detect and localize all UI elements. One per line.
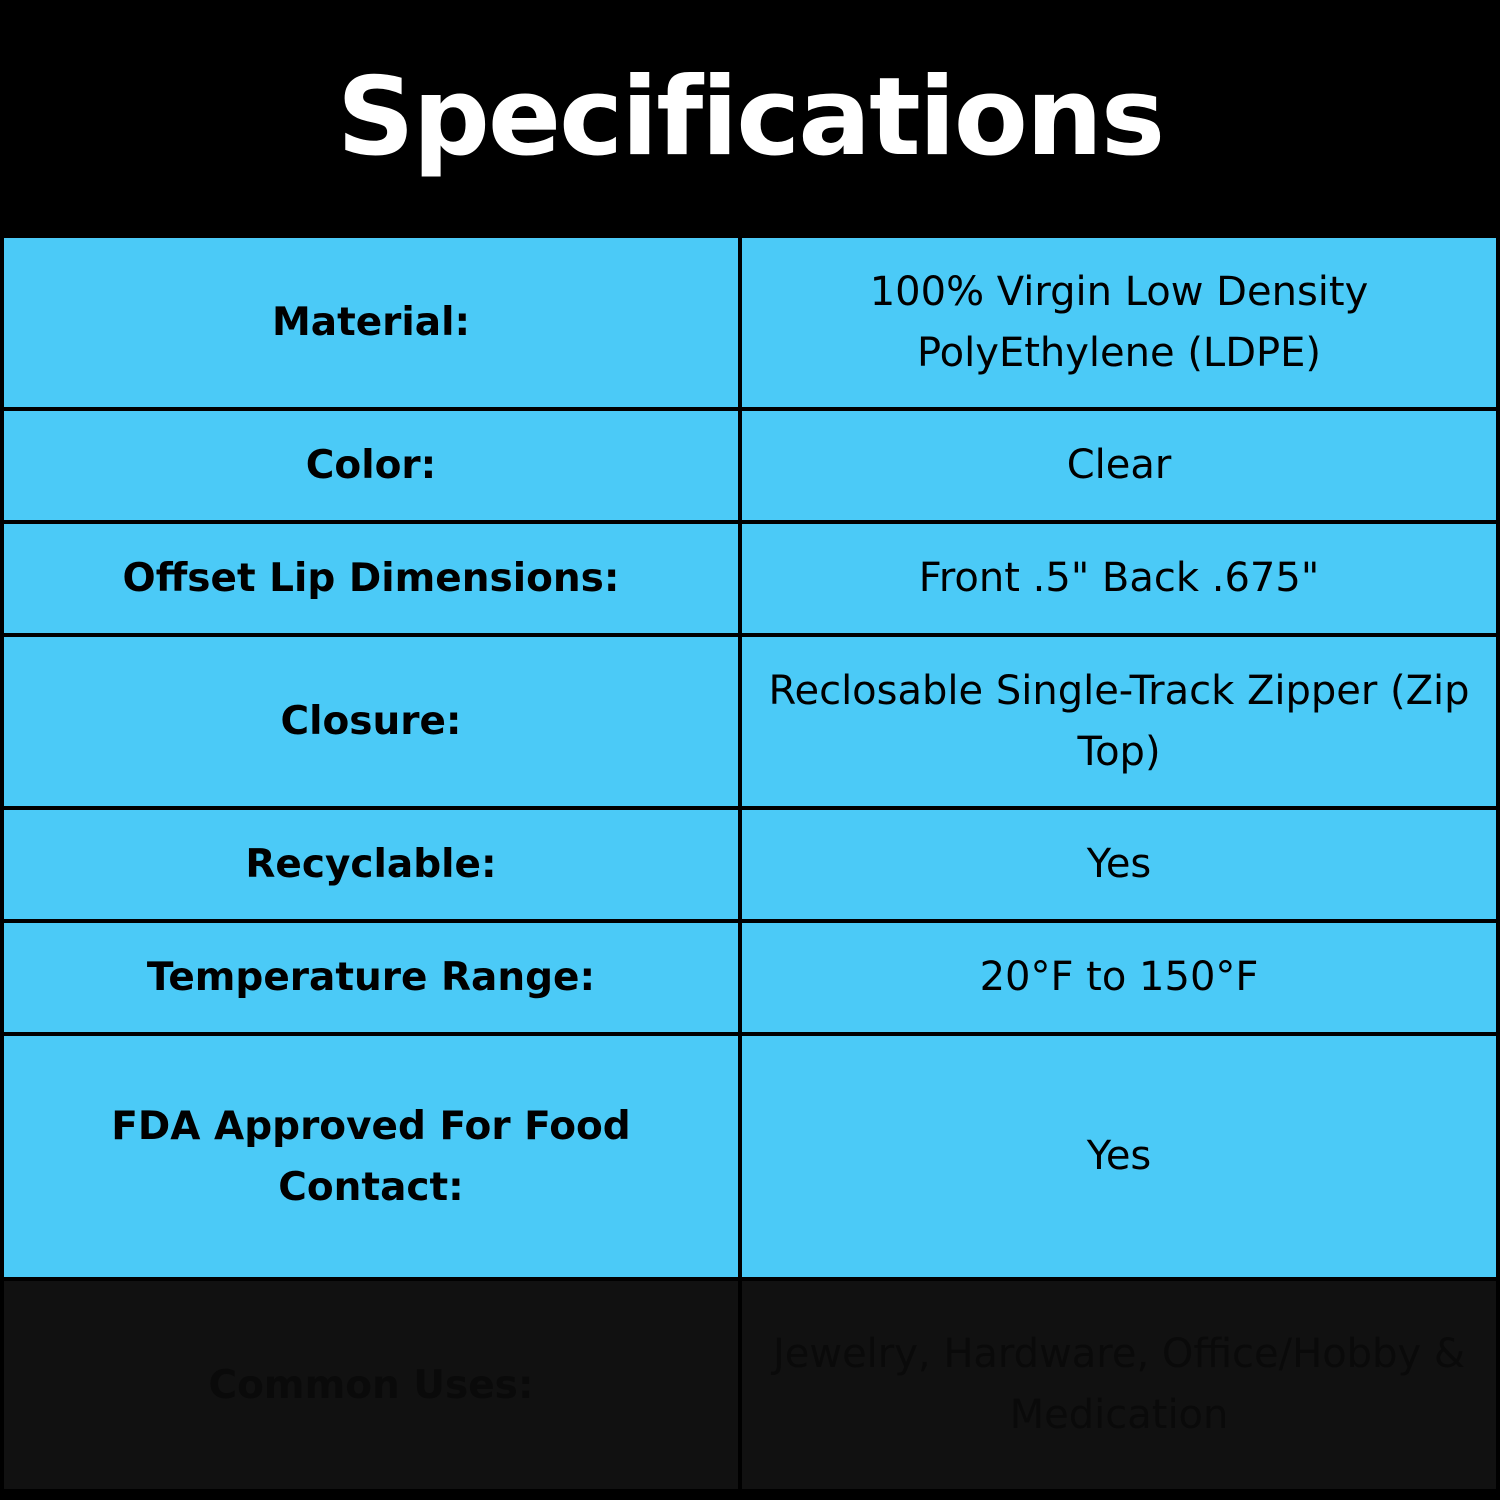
spec-value: Reclosable Single-Track Zipper (Zip Top) [738,633,1500,810]
spec-table: Material: 100% Virgin Low Density PolyEth… [0,234,1500,1493]
spec-value: 100% Virgin Low Density PolyEthylene (LD… [738,234,1500,411]
spec-label: Closure: [0,633,742,810]
spec-row: FDA Approved For Food Contact: Yes [0,1032,1500,1281]
spec-row: Color: Clear [0,407,1500,524]
spec-row: Closure: Reclosable Single-Track Zipper (… [0,633,1500,810]
spec-label: Recyclable: [0,806,742,923]
spec-row: Common Uses: Jewelry, Hardware, Office/Ho… [0,1277,1500,1493]
spec-label: Material: [0,234,742,411]
spec-row: Recyclable: Yes [0,806,1500,923]
page-title: Specifications [336,54,1165,180]
spec-value: Front .5" Back .675" [738,520,1500,637]
spec-label: Temperature Range: [0,919,742,1036]
spec-label: Common Uses: [0,1277,742,1493]
spec-value: 20°F to 150°F [738,919,1500,1036]
spec-value: Yes [738,806,1500,923]
spec-label: FDA Approved For Food Contact: [0,1032,742,1281]
spec-label: Color: [0,407,742,524]
spec-row: Offset Lip Dimensions: Front .5" Back .67… [0,520,1500,637]
spec-value: Clear [738,407,1500,524]
spec-row: Material: 100% Virgin Low Density PolyEth… [0,234,1500,411]
spec-value: Jewelry, Hardware, Office/Hobby & Medica… [738,1277,1500,1493]
spec-label: Offset Lip Dimensions: [0,520,742,637]
spec-value: Yes [738,1032,1500,1281]
table-body: Material: 100% Virgin Low Density PolyEth… [0,234,1500,1493]
spec-row: Temperature Range: 20°F to 150°F [0,919,1500,1036]
